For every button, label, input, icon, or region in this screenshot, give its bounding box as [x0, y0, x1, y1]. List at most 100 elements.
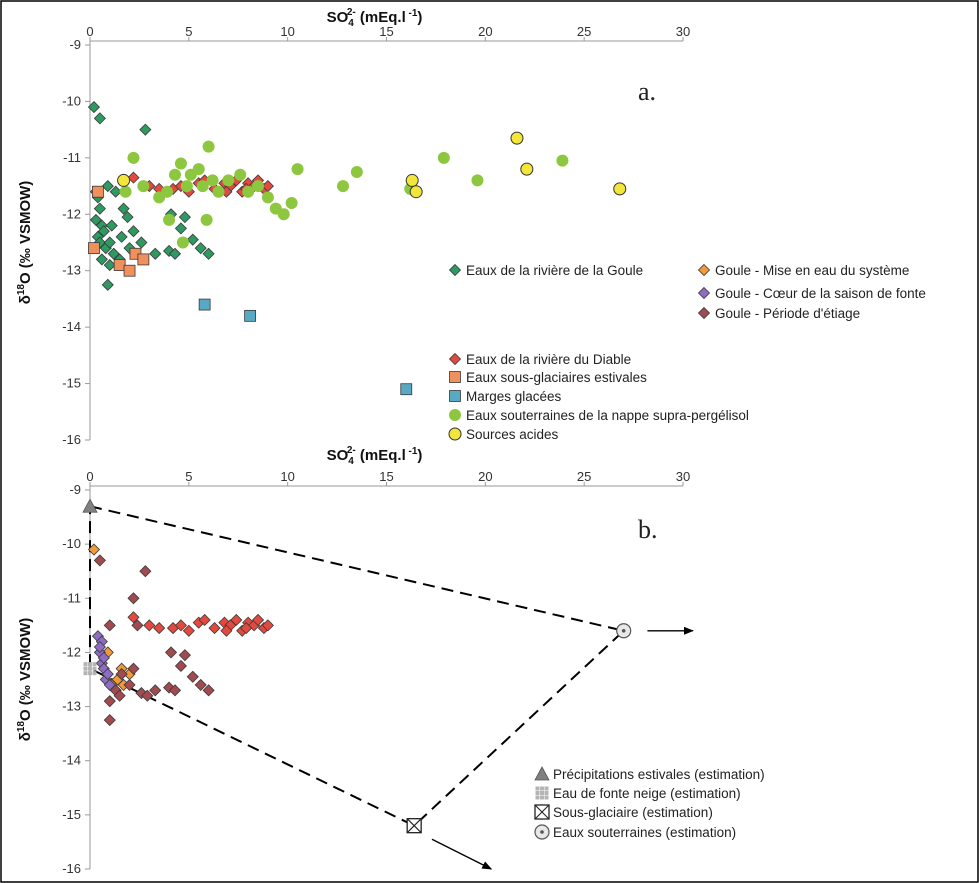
data-point: [127, 592, 140, 605]
legend-entry: Eaux de la rivière de la Goule: [448, 263, 643, 278]
data-point: [230, 613, 243, 627]
data-point: [240, 621, 253, 635]
legend-marker: [534, 804, 550, 820]
legend-label: Goule - Période d'étiage: [715, 306, 860, 321]
data-point: [176, 236, 189, 249]
data-point: [101, 278, 114, 291]
legend-label: Sous-glaciaire (estimation): [553, 805, 713, 820]
legend-label: Goule - Cœur de la saison de fonte: [715, 286, 926, 301]
data-point: [437, 151, 450, 164]
x-tick-label: 15: [379, 24, 393, 39]
data-point: [285, 197, 298, 209]
data-point: [117, 202, 130, 215]
data-point: [87, 101, 101, 114]
legend-label: Marges glacées: [466, 389, 562, 404]
data-point: [400, 383, 413, 396]
data-point: [178, 211, 191, 224]
data-point: [202, 684, 215, 697]
legend-label: Eaux souterraines de la nappe supra-perg…: [466, 408, 749, 423]
mixing-polygon: [89, 504, 626, 827]
data-point: [194, 242, 207, 255]
data-point: [121, 211, 134, 224]
data-point: [139, 123, 152, 136]
end-member-point: [82, 498, 98, 513]
data-point: [103, 259, 116, 272]
legend-entry: Eaux souterraines de la nappe supra-perg…: [449, 408, 749, 423]
y-tick-label: -10: [62, 536, 81, 551]
x-axis-title: SO42- (mEq.l -1): [327, 445, 423, 467]
data-point: [163, 244, 176, 258]
data-point: [471, 174, 484, 187]
data-point: [143, 619, 156, 632]
panel-label: a.: [638, 77, 656, 106]
data-point: [261, 619, 274, 632]
x-tick-label: 10: [280, 469, 294, 484]
data-point: [123, 264, 136, 277]
data-point: [206, 174, 219, 187]
data-point: [251, 613, 265, 627]
legend-label: Eaux souterraines (estimation): [553, 825, 736, 840]
legend-marker: [697, 263, 711, 277]
data-point: [174, 157, 187, 170]
legend-entry: Eaux souterraines (estimation): [534, 824, 736, 840]
data-point: [212, 185, 225, 198]
legend-marker: [448, 263, 462, 277]
legend-label: Sources acides: [466, 427, 559, 442]
data-point: [161, 185, 174, 198]
legend-marker: [449, 390, 461, 402]
data-point: [119, 185, 132, 198]
x-tick-label: 0: [86, 24, 93, 39]
y-tick-label: -15: [62, 807, 81, 822]
data-point: [131, 619, 144, 632]
data-point: [107, 247, 120, 260]
data-point: [137, 180, 150, 193]
data-point: [277, 208, 290, 221]
data-point: [117, 173, 131, 187]
data-point: [168, 247, 182, 260]
data-point: [164, 646, 178, 659]
data-point: [103, 695, 116, 708]
legend-marker: [697, 306, 711, 320]
data-point: [194, 678, 207, 691]
legend-label: Eaux sous-glaciaires estivales: [466, 370, 647, 385]
series-acides: [117, 131, 627, 199]
x-tick-label: 20: [478, 24, 492, 39]
x-tick-label: 5: [185, 469, 192, 484]
data-point: [182, 624, 195, 637]
legend-marker: [449, 409, 461, 421]
data-point: [186, 233, 199, 246]
data-point: [234, 168, 247, 181]
data-point: [93, 202, 106, 215]
data-point: [196, 180, 209, 193]
series-goule_etiage: [93, 554, 215, 727]
data-point: [153, 621, 166, 635]
data-point: [97, 225, 110, 238]
panel-b: 0 5 10 15 20 25 30 -9 -10 -11 -12 -13 -14 -15 -16 SO42-…: [16, 445, 765, 876]
data-point: [208, 621, 221, 635]
data-point: [127, 611, 140, 624]
x-tick-label: 30: [676, 469, 690, 484]
legend-entry: Eaux de la rivière du Diable: [448, 352, 631, 367]
legend-marker: [535, 786, 549, 800]
end-member-point: [406, 818, 422, 834]
data-point: [409, 185, 423, 199]
legend-label: Goule - Mise en eau du système: [715, 263, 909, 278]
y-tick-label: -14: [62, 319, 81, 334]
data-point: [168, 168, 181, 181]
data-point: [101, 180, 114, 193]
legend-label: Eaux de la rivière de la Goule: [466, 263, 643, 278]
x-tick-label: 20: [478, 469, 492, 484]
series-diable: [127, 611, 274, 637]
legend-entry: Sources acides: [448, 427, 559, 442]
data-point: [95, 253, 108, 266]
y-tick-label: -13: [62, 699, 81, 714]
data-point: [93, 112, 106, 125]
data-point: [103, 236, 116, 249]
data-point: [127, 171, 140, 184]
legend-marker: [534, 766, 550, 781]
data-point: [127, 662, 140, 675]
legend-marker: [449, 371, 461, 383]
data-point: [350, 165, 363, 178]
